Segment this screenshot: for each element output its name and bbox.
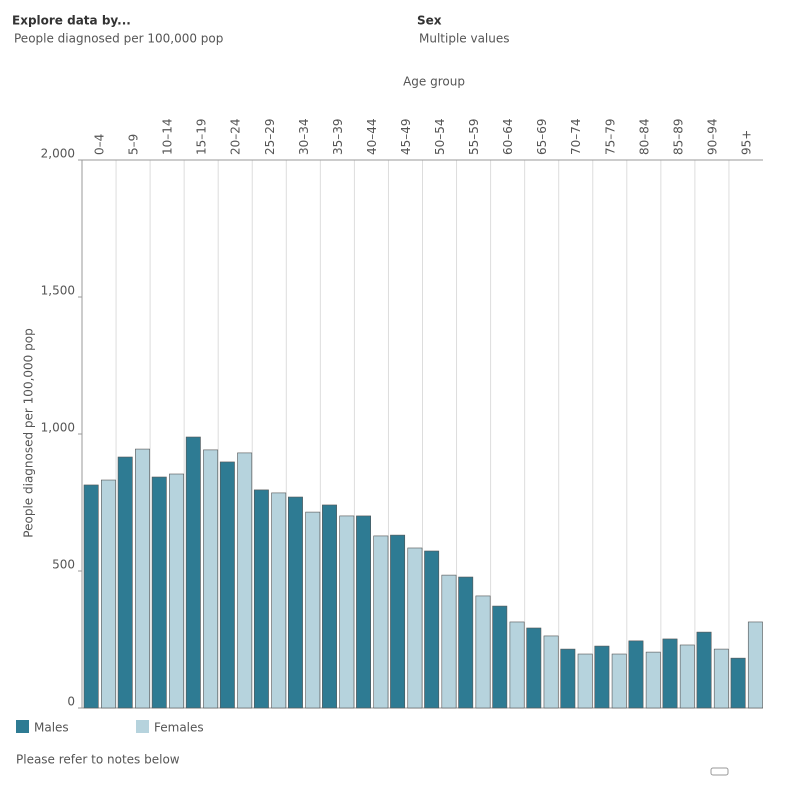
- bar: [185, 436, 201, 709]
- x-tick-label: 65–69: [535, 118, 549, 155]
- bar: [101, 479, 116, 709]
- bar: [169, 473, 185, 709]
- legend-swatch: [136, 720, 149, 733]
- x-tick-label: 15–19: [195, 118, 209, 155]
- x-tick-label: 85–89: [671, 118, 685, 155]
- x-tick-label: 40–44: [365, 118, 379, 155]
- bar: [628, 640, 644, 709]
- bar: [441, 574, 457, 709]
- bar: [458, 576, 474, 709]
- bar: [117, 456, 133, 709]
- bar: [271, 492, 287, 709]
- bar: [679, 644, 695, 709]
- x-tick-label: 30–34: [297, 118, 311, 155]
- y-tick-label: 1,500: [41, 284, 75, 298]
- x-tick-label: 95+: [739, 130, 753, 155]
- x-tick-label: 35–39: [331, 118, 345, 155]
- bar: [730, 657, 746, 709]
- bar: [305, 511, 321, 709]
- y-tick-label: 1,000: [41, 421, 75, 435]
- y-tick-label: 500: [52, 558, 75, 572]
- bar: [577, 653, 593, 709]
- bar: [611, 653, 627, 709]
- bar: [203, 449, 219, 709]
- x-tick-label: 70–74: [569, 118, 583, 155]
- bar: [424, 550, 440, 709]
- y-tick-label: 0: [67, 695, 75, 709]
- filter-label: Explore data by...: [12, 14, 131, 28]
- x-tick-label: 5–9: [127, 134, 141, 155]
- x-tick-label: 45–49: [399, 118, 413, 155]
- bar: [151, 476, 167, 709]
- bar: [373, 535, 389, 709]
- bar: [83, 484, 99, 709]
- x-tick-label: 20–24: [229, 118, 243, 155]
- bar: [475, 595, 491, 709]
- y-tick-label: 2,000: [41, 147, 75, 161]
- legend-label: Males: [34, 721, 69, 735]
- bar: [390, 534, 406, 709]
- bar: [135, 448, 150, 709]
- bar: [747, 621, 763, 709]
- legend-swatch: [16, 720, 29, 733]
- bar: [407, 547, 423, 709]
- bar: [560, 648, 576, 709]
- bar: [322, 504, 337, 709]
- y-axis-title: People diagnosed per 100,000 pop: [22, 328, 36, 537]
- x-tick-label: 0–4: [93, 134, 107, 155]
- bar: [645, 651, 661, 709]
- x-tick-label: 75–79: [603, 118, 617, 155]
- legend-label: Females: [154, 721, 204, 735]
- filter-value[interactable]: Multiple values: [419, 32, 510, 46]
- bar: [492, 605, 508, 709]
- x-tick-label: 55–59: [467, 118, 481, 155]
- icon[interactable]: [710, 767, 729, 776]
- x-tick-label: 50–54: [433, 118, 447, 155]
- bar: [594, 645, 610, 709]
- x-tick-label: 10–14: [161, 118, 175, 155]
- x-tick-label: 25–29: [263, 118, 277, 155]
- x-tick-label: 60–64: [501, 118, 515, 155]
- bar: [662, 638, 678, 709]
- bar: [526, 627, 542, 709]
- bar: [509, 621, 525, 709]
- bar: [356, 515, 372, 709]
- bar: [713, 648, 729, 709]
- bar: [287, 496, 303, 709]
- bar: [219, 461, 235, 709]
- x-axis-title: Age group: [403, 75, 465, 89]
- bar: [339, 515, 355, 709]
- x-tick-label: 80–84: [637, 118, 651, 155]
- bar: [237, 452, 253, 709]
- x-tick-label: 90–94: [705, 118, 719, 155]
- bar: [253, 489, 269, 709]
- filter-value[interactable]: People diagnosed per 100,000 pop: [14, 32, 223, 46]
- footnote: Please refer to notes below: [16, 753, 180, 767]
- bar: [543, 635, 559, 709]
- filter-label: Sex: [417, 14, 442, 28]
- bar: [696, 631, 712, 709]
